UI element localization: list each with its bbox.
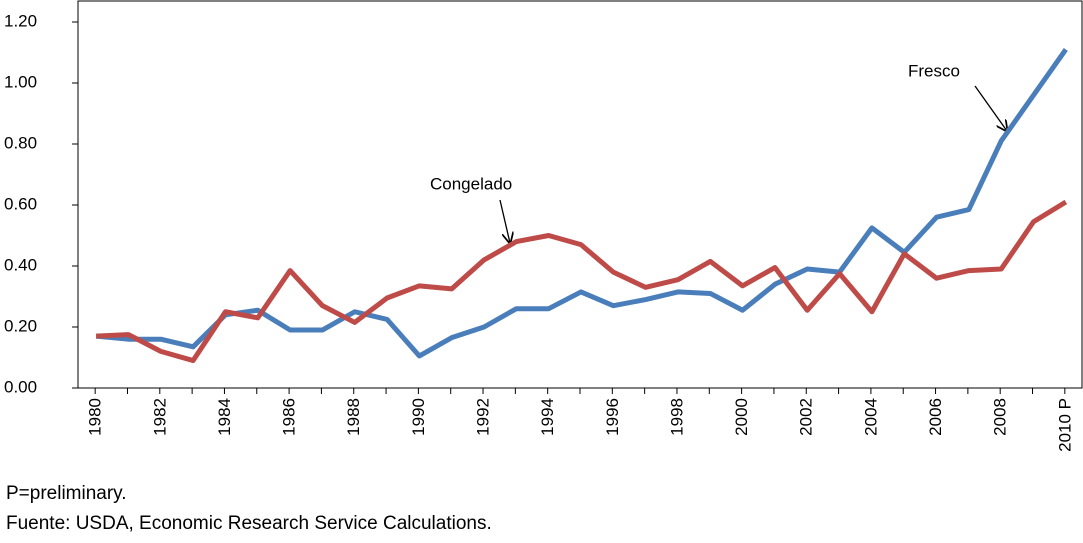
footnote: Fuente: USDA, Economic Research Service …: [6, 513, 492, 534]
y-tick-label: 0.40: [4, 255, 37, 274]
x-tick-label: 2002: [797, 398, 816, 436]
x-tick-label: 1980: [86, 398, 105, 436]
y-tick-label: 0.60: [4, 194, 37, 213]
footnote: P=preliminary.: [6, 483, 127, 504]
line-series: [96, 199, 1068, 364]
annotation: Congelado: [430, 174, 512, 193]
x-tick-label: 1992: [474, 398, 493, 436]
x-tick-label: 1994: [538, 398, 557, 436]
x-tick-label: 2008: [991, 398, 1010, 436]
x-tick-label: 2000: [732, 398, 751, 436]
x-tick-label: 1996: [603, 398, 622, 436]
y-tick-label: 0.00: [4, 377, 37, 396]
plot-border: [77, 0, 1083, 389]
y-tick-label: 0.80: [4, 133, 37, 152]
annotation: Fresco: [908, 61, 960, 80]
arrow: [499, 199, 510, 243]
x-tick-label: 1984: [215, 398, 234, 436]
x-tick-label: 2004: [861, 398, 880, 436]
y-tick-label: 1.20: [4, 11, 37, 30]
x-tick-label: 1998: [667, 398, 686, 436]
line-series: [95, 48, 1068, 359]
x-tick-label: 1986: [280, 398, 299, 436]
y-tick-label: 1.00: [4, 72, 37, 91]
x-tick-label: 1982: [150, 398, 169, 436]
x-tick-label: 1990: [409, 398, 428, 436]
x-tick-label: 2010 P: [1055, 398, 1074, 452]
x-tick-label: 2006: [926, 398, 945, 436]
x-tick-label: 1988: [344, 398, 363, 436]
y-tick-label: 0.20: [4, 316, 37, 335]
arrow: [974, 85, 1007, 131]
